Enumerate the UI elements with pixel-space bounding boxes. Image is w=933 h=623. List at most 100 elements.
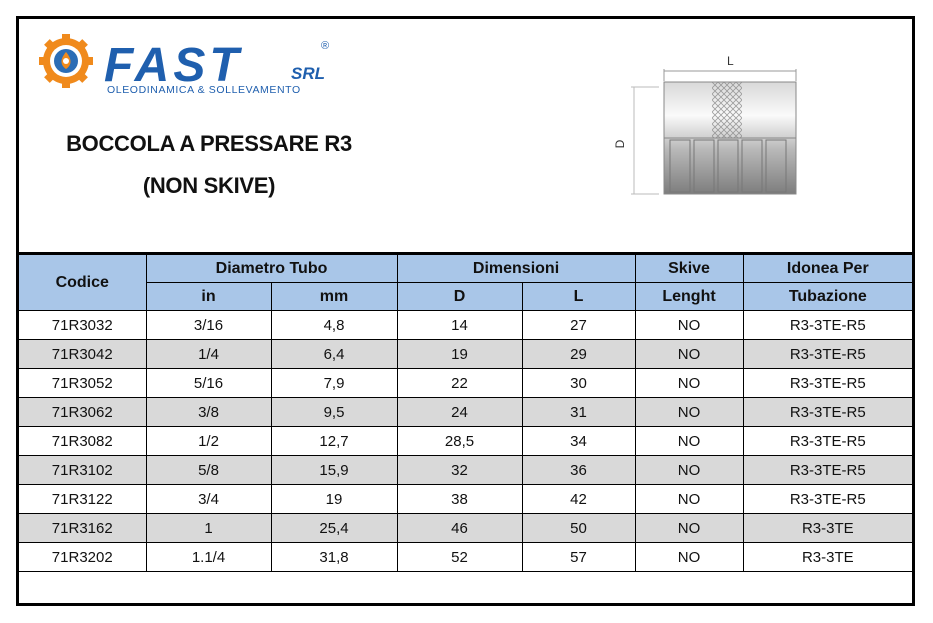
table-cell: 24 — [396, 397, 523, 427]
table-cell: 3/16 — [145, 310, 272, 340]
table-cell: R3-3TE-R5 — [742, 426, 913, 456]
header-graphics: FAST ® SRL OLEODINAMICA & SOLLEVAMENTO L… — [39, 34, 797, 195]
table-cell: 9,5 — [270, 397, 398, 427]
table-cell: NO — [634, 339, 744, 369]
empty-row — [19, 571, 913, 601]
sheet: FAST ® SRL OLEODINAMICA & SOLLEVAMENTO L… — [16, 16, 915, 606]
table-cell: 38 — [396, 484, 523, 514]
header-cell: Skive — [634, 253, 744, 283]
table-cell: 46 — [396, 513, 523, 543]
table-cell: R3-3TE — [742, 513, 913, 543]
table-cell: 19 — [396, 339, 523, 369]
table-cell: 27 — [521, 310, 636, 340]
header-cell: Diametro Tubo — [145, 253, 398, 283]
table-cell: 71R3042 — [19, 339, 147, 369]
table-cell: NO — [634, 310, 744, 340]
table-cell: 30 — [521, 368, 636, 398]
table-cell: 19 — [270, 484, 398, 514]
table-cell: R3-3TE-R5 — [742, 484, 913, 514]
table-body: Codice Diametro Tubo Dimensioni Skive Idonea… — [19, 253, 913, 601]
table-cell: 5/8 — [145, 455, 272, 485]
title-line: BOCCOLA A PRESSARE R3 — [66, 131, 352, 156]
header-cell: Dimensioni — [396, 253, 636, 283]
table-row: 71R3202 1.1/4 31,8 52 57 NO R3-3TE — [19, 542, 913, 572]
table-cell: 22 — [396, 368, 523, 398]
table-cell: 71R3062 — [19, 397, 147, 427]
table-row: 71R3042 1/4 6,4 19 29 NO R3-3TE-R5 — [19, 339, 913, 369]
logo-tagline: OLEODINAMICA & SOLLEVAMENTO — [107, 84, 301, 96]
header-cell: Tubazione — [742, 282, 913, 311]
title-line: (NON SKIVE) — [142, 173, 276, 198]
header-cell: Idonea Per — [742, 253, 913, 283]
header: FAST ® SRL OLEODINAMICA & SOLLEVAMENTO L… — [19, 19, 912, 252]
header-cell: mm — [270, 282, 398, 311]
table-cell: 71R3052 — [19, 368, 147, 398]
table-cell: R3-3TE-R5 — [742, 310, 913, 340]
diameter-label: D — [613, 139, 627, 148]
table-cell: 3/4 — [145, 484, 272, 514]
logo-registered: ® — [321, 40, 329, 52]
table-cell: NO — [634, 426, 744, 456]
table-cell: R3-3TE-R5 — [742, 339, 913, 369]
empty-cell — [19, 571, 913, 601]
table-cell: 32 — [396, 455, 523, 485]
product-table: Codice Diametro Tubo Dimensioni Skive Idonea… — [19, 252, 913, 601]
table-row: 71R3102 5/8 15,9 32 36 NO R3-3TE-R5 — [19, 455, 913, 485]
table-cell: 52 — [396, 542, 523, 572]
logo-icon — [39, 34, 93, 88]
table-cell: 57 — [521, 542, 636, 572]
table-cell: 1.1/4 — [145, 542, 272, 572]
logo-suffix: SRL — [291, 64, 325, 83]
table-cell: R3-3TE-R5 — [742, 455, 913, 485]
table-cell: 4,8 — [270, 310, 398, 340]
table-cell: 34 — [521, 426, 636, 456]
table-cell: 6,4 — [270, 339, 398, 369]
table-cell: NO — [634, 484, 744, 514]
header-cell: Codice — [19, 253, 147, 311]
product-drawing: L D — [613, 54, 797, 195]
table-cell: 25,4 — [270, 513, 398, 543]
table-cell: 29 — [521, 339, 636, 369]
table-cell: 71R3102 — [19, 455, 147, 485]
table-cell: R3-3TE — [742, 542, 913, 572]
logo-name: FAST — [104, 39, 243, 92]
table-row: 71R3082 1/2 12,7 28,5 34 NO R3-3TE-R5 — [19, 426, 913, 456]
table-cell: 36 — [521, 455, 636, 485]
table-cell: NO — [634, 397, 744, 427]
table-cell: 1/2 — [145, 426, 272, 456]
table-row: 71R3062 3/8 9,5 24 31 NO R3-3TE-R5 — [19, 397, 913, 427]
header-cell: in — [146, 282, 272, 311]
table-cell: 12,7 — [270, 426, 398, 456]
table-row: 71R3052 5/16 7,9 22 30 NO R3-3TE-R5 — [19, 368, 913, 398]
table-cell: R3-3TE-R5 — [742, 397, 913, 427]
table-row: 71R3122 3/4 19 38 42 NO R3-3TE-R5 — [19, 484, 913, 514]
header-cell: D — [396, 282, 523, 311]
table-row: 71R3162 1 25,4 46 50 NO R3-3TE — [19, 513, 913, 543]
table-cell: 71R3202 — [19, 542, 147, 572]
table-row: 71R3032 3/16 4,8 14 27 NO R3-3TE-R5 — [19, 310, 913, 340]
header-row: Codice Diametro Tubo Dimensioni Skive Idonea… — [19, 253, 913, 311]
length-label: L — [727, 54, 734, 68]
header-row: in mm D L Lenght Tubazione — [19, 282, 913, 311]
table-cell: 71R3162 — [19, 513, 147, 543]
table-cell: R3-3TE-R5 — [742, 368, 913, 398]
table-cell: 42 — [521, 484, 636, 514]
table-cell: NO — [634, 513, 744, 543]
table-cell: NO — [634, 542, 744, 572]
table-cell: 71R3122 — [19, 484, 147, 514]
table-cell: 28,5 — [396, 426, 523, 456]
header-cell: Lenght — [634, 282, 744, 311]
table-cell: 1 — [145, 513, 272, 543]
table-cell: 7,9 — [270, 368, 398, 398]
table-cell: NO — [634, 455, 744, 485]
header-cell: L — [521, 282, 636, 311]
table-cell: 71R3082 — [19, 426, 147, 456]
table-cell: 15,9 — [270, 455, 398, 485]
table-cell: 14 — [396, 310, 523, 340]
table-cell: 50 — [521, 513, 636, 543]
table-cell: 1/4 — [145, 339, 272, 369]
table-cell: 5/16 — [145, 368, 272, 398]
table-cell: NO — [634, 368, 744, 398]
table-cell: 31 — [521, 397, 636, 427]
